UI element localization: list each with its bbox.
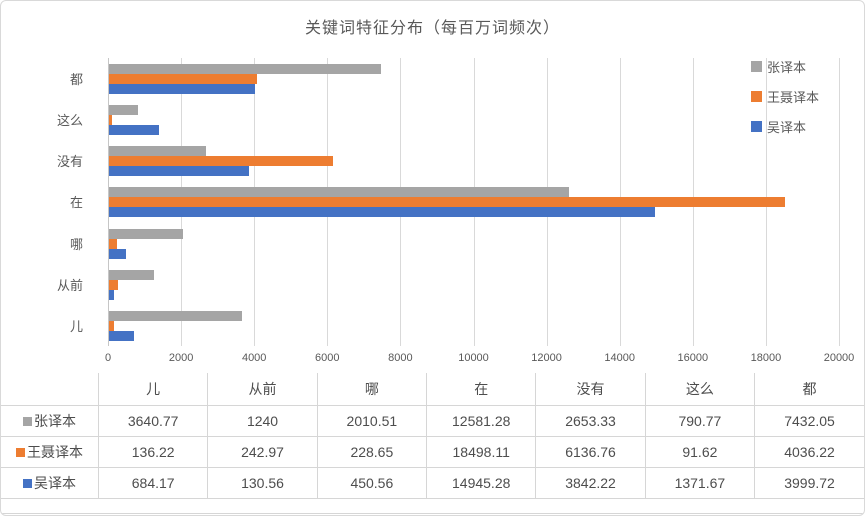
- bar-王聂译本-都: [109, 74, 257, 84]
- legend-label: 张译本: [767, 59, 807, 75]
- table-cell: 18498.11: [426, 436, 537, 468]
- table-cell: 91.62: [644, 436, 756, 468]
- table-cell: 12581.28: [426, 405, 537, 437]
- bar-吴译本-儿: [109, 330, 134, 341]
- table-cell: 790.77: [644, 405, 756, 437]
- category-label-都: 都: [69, 72, 83, 88]
- table-cell: 1240: [207, 405, 318, 437]
- x-tick-label: 16000: [677, 352, 709, 364]
- x-tick-label: 14000: [604, 352, 635, 364]
- series-swatch: [16, 448, 25, 457]
- bar-王聂译本-没有: [109, 156, 334, 167]
- bar-吴译本-在: [109, 207, 656, 218]
- x-tick-label: 4000: [241, 352, 267, 364]
- bar-张译本-没有: [109, 146, 206, 157]
- bar-吴译本-哪: [109, 248, 126, 259]
- bar-王聂译本-儿: [109, 320, 114, 331]
- table-cell: 242.97: [207, 436, 318, 468]
- table-cell: 450.56: [316, 467, 428, 499]
- table-cell: 14945.28: [426, 467, 537, 499]
- table-cell: 684.17: [97, 467, 209, 499]
- legend-swatch: [751, 60, 762, 72]
- category-label-在: 在: [69, 195, 83, 211]
- bar-张译本-在: [109, 187, 569, 198]
- legend-item-吴译本: 吴译本: [751, 111, 819, 141]
- bar-王聂译本-哪: [109, 238, 118, 249]
- bar-张译本-哪: [109, 228, 183, 239]
- category-label-儿: 儿: [69, 318, 83, 334]
- bar-张译本-从前: [109, 269, 155, 280]
- x-tick-label: 0: [104, 352, 112, 364]
- x-tick-label: 6000: [315, 352, 340, 364]
- bar-张译本-都: [109, 64, 381, 74]
- table-header-cell: 在: [426, 373, 537, 406]
- table-cell: 1371.67: [644, 467, 756, 499]
- table-cell: 2653.33: [535, 405, 646, 437]
- table-header-cell: 这么: [644, 373, 756, 406]
- legend-label: 吴译本: [767, 119, 807, 135]
- series-swatch: [23, 417, 32, 426]
- table-header-cell: 没有: [535, 373, 646, 406]
- table-cell: 228.65: [316, 436, 428, 468]
- category-label-没有: 没有: [56, 154, 83, 170]
- table-cell: 6136.76: [535, 436, 646, 468]
- data-table-header: 儿从前哪在没有 这么都: [1, 373, 864, 406]
- table-cell: 136.22: [97, 436, 209, 468]
- data-table: 儿从前哪在没有 这么都 张译本 3640.77 1240 2010.51 12581.28…: [1, 373, 864, 499]
- bar-吴译本-没有: [109, 166, 250, 177]
- table-cell: 3640.77: [97, 405, 209, 437]
- legend-swatch: [751, 90, 762, 102]
- bar-张译本-儿: [109, 310, 243, 321]
- data-table-body: 张译本 3640.77 1240 2010.51 12581.28 2653.33 790.…: [1, 405, 864, 499]
- legend-swatch: [751, 120, 762, 132]
- table-header-cell: [1, 373, 99, 406]
- table-cell: 3999.72: [754, 467, 864, 499]
- series-swatch: [23, 479, 32, 488]
- chart-title: 关键词特征分布（每百万词频次）: [304, 20, 560, 37]
- table-cell: 7432.05: [754, 405, 864, 437]
- table-cell: 130.56: [207, 467, 318, 499]
- bar-王聂译本-在: [109, 197, 786, 208]
- table-header-cell: 从前: [207, 373, 318, 406]
- series-name-cell: 张译本: [1, 405, 99, 437]
- bar-吴译本-这么: [109, 125, 160, 136]
- table-header-cell: 儿: [97, 373, 209, 406]
- category-label-哪: 哪: [69, 236, 83, 252]
- table-cell: 3842.22: [535, 467, 646, 499]
- y-axis-line: [108, 58, 109, 346]
- legend-item-张译本: 张译本: [751, 51, 819, 81]
- x-tick-label: 20000: [823, 352, 855, 364]
- x-tick-label: 18000: [750, 352, 782, 364]
- y-axis-labels: 都这么没有在哪从前儿: [1, 58, 96, 346]
- table-row-吴译本: 吴译本 684.17 130.56 450.56 14945.28 3842.22 1371…: [1, 467, 864, 499]
- table-row-王聂译本: 王聂译本 136.22 242.97 228.65 18498.11 6136.76 91.…: [1, 436, 864, 468]
- legend: 张译本王聂译本吴译本: [751, 51, 819, 141]
- bar-王聂译本-从前: [109, 279, 118, 290]
- legend-label: 王聂译本: [767, 89, 820, 105]
- series-name-cell: 吴译本: [1, 467, 99, 499]
- legend-item-王聂译本: 王聂译本: [751, 81, 819, 111]
- bar-吴译本-都: [109, 84, 256, 94]
- table-cell: 2010.51: [316, 405, 428, 437]
- table-cell: 4036.22: [754, 436, 864, 468]
- category-label-从前: 从前: [56, 277, 83, 293]
- series-name-cell: 王聂译本: [1, 436, 99, 468]
- bar-王聂译本-这么: [109, 115, 113, 126]
- table-header-cell: 都: [754, 373, 864, 406]
- x-tick-label: 12000: [531, 352, 562, 364]
- bar-张译本-这么: [109, 105, 138, 116]
- category-label-这么: 这么: [56, 113, 83, 129]
- grid-line: [839, 58, 840, 346]
- x-tick-label: 8000: [388, 352, 413, 364]
- table-row-张译本: 张译本 3640.77 1240 2010.51 12581.28 2653.33 790.…: [1, 405, 864, 437]
- x-tick-label: 10000: [458, 352, 489, 364]
- bar-吴译本-从前: [109, 289, 114, 300]
- table-header-cell: 哪: [316, 373, 428, 406]
- plot-area: [108, 58, 840, 346]
- x-axis-labels: 0 2000 4000 6000 8000 10000 12000 14000 16000 180…: [1, 352, 864, 368]
- table-empty-row: [1, 496, 864, 514]
- x-tick-label: 2000: [168, 352, 194, 364]
